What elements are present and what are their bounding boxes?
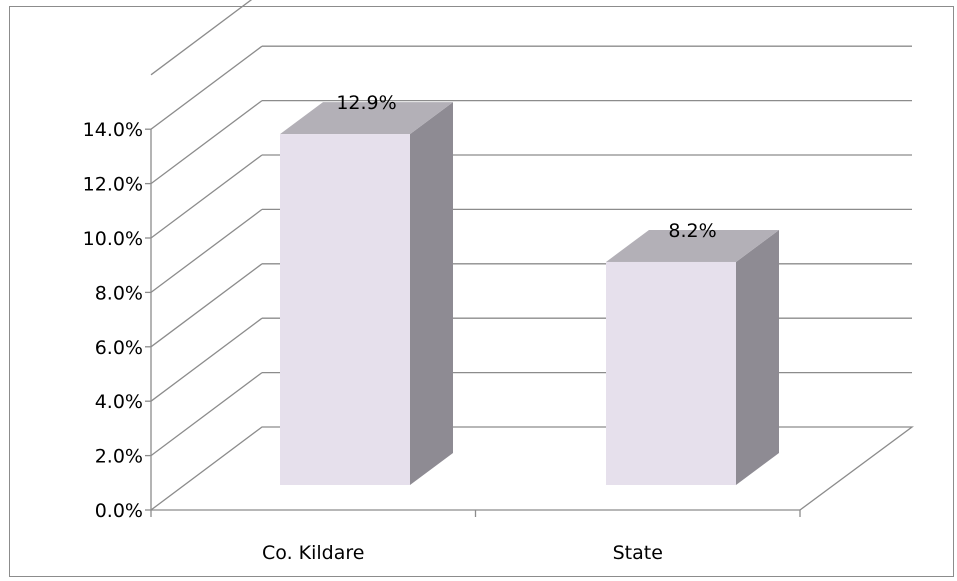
y-tick-label: 0.0% (95, 500, 143, 522)
y-tick-label: 2.0% (95, 446, 143, 468)
y-tick-label: 4.0% (95, 391, 143, 413)
y-tick-label: 8.0% (95, 282, 143, 304)
bar-side (736, 229, 779, 485)
category-label: State (613, 542, 663, 564)
gridlines (150, 0, 912, 457)
side-gridline (150, 317, 263, 402)
side-gridline (150, 263, 263, 348)
data-label: 12.9% (336, 92, 396, 114)
bar-side (410, 102, 453, 486)
bar (280, 102, 453, 486)
y-tick-label: 12.0% (83, 174, 143, 196)
category-labels: Co. Kildare State (262, 542, 663, 564)
side-gridline (150, 208, 263, 293)
bar-front (280, 134, 410, 485)
side-gridline (150, 372, 263, 457)
y-tick-label: 10.0% (83, 228, 143, 250)
y-axis-tick-labels: 0.0% 2.0% 4.0% 6.0% 8.0% 10.0% 12.0% 14.0% (83, 119, 143, 522)
side-gridline (150, 45, 263, 130)
axes (145, 128, 801, 517)
side-gridline (150, 0, 253, 76)
floor-outline (150, 426, 914, 511)
data-label: 8.2% (668, 220, 716, 242)
bars (280, 102, 779, 486)
data-labels: 12.9% 8.2% (336, 92, 716, 242)
bar-top (606, 229, 779, 262)
bar-front (606, 261, 736, 485)
y-tick-label: 6.0% (95, 337, 143, 359)
category-label: Co. Kildare (262, 542, 364, 564)
side-gridline (150, 154, 263, 239)
side-gridline (150, 100, 263, 185)
y-tick-label: 14.0% (83, 119, 143, 141)
bar-top (280, 102, 453, 135)
chart-walls (150, 426, 914, 511)
bar (606, 229, 779, 485)
